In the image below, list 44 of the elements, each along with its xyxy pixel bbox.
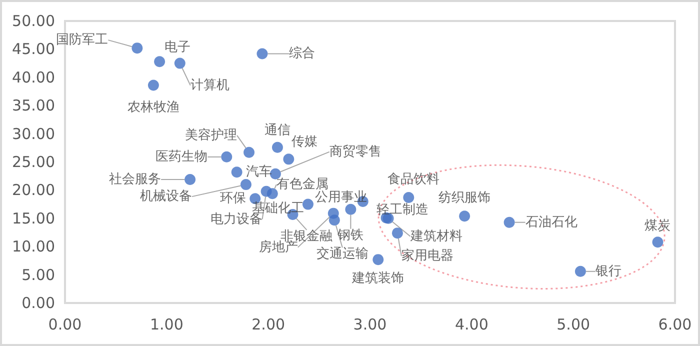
y-tick-label: 15.00 (12, 209, 55, 228)
series-label: 农林牧渔 (127, 100, 180, 115)
x-tick-label: 5.00 (556, 316, 590, 334)
text: 房地产 (258, 238, 298, 255)
series-label: 轻工制造 (376, 202, 428, 218)
text: 商贸零售 (329, 144, 382, 160)
series-label: 传媒 (292, 134, 318, 150)
y-tick-label: 35.00 (12, 96, 55, 115)
series-label: 煤炭 (644, 218, 671, 234)
series-label: 医药生物 (156, 149, 208, 164)
x-tick-label: 6.00 (658, 316, 692, 334)
y-tick-label: 0.00 (22, 294, 55, 312)
y-tick-label: 30.00 (12, 124, 55, 143)
series-label: 国防军工 (56, 32, 108, 48)
text: 交通运输 (316, 246, 368, 262)
text: 机械设备 (140, 189, 192, 204)
y-tick-label: 5.00 (22, 266, 55, 284)
series-label: 计算机 (190, 78, 230, 93)
x-tick-label: 3.00 (353, 316, 387, 334)
x-tick-label: 1.00 (150, 316, 184, 334)
y-tick-label: 20.00 (12, 181, 55, 200)
series-label: 汽车 (246, 164, 272, 180)
series-label: 电子 (164, 40, 191, 56)
series-label: 纺织服饰 (438, 190, 491, 206)
series-label: 银行 (594, 264, 622, 279)
series-label: 电力设备 (210, 212, 262, 227)
y-tick-label: 50.00 (12, 12, 55, 30)
series-label: 社会服务 (109, 172, 162, 187)
y-tick-label: 25.00 (12, 153, 55, 171)
series-label: 建筑材料 (409, 228, 462, 244)
y-tick-label: 10.00 (12, 238, 55, 256)
series-label: 食品饮料 (388, 172, 440, 188)
series-label: 美容护理 (185, 126, 238, 143)
y-tick-label: 40.00 (12, 68, 55, 86)
series-label: 建筑装饰 (351, 271, 404, 286)
series-label: 石油石化 (525, 214, 578, 230)
y-tick-label: 45.00 (12, 40, 55, 58)
x-tick-label: 2.00 (252, 316, 286, 334)
series-label: 综合 (289, 46, 316, 62)
x-tick-label: 4.00 (454, 316, 488, 334)
series-label: 家用电器 (401, 248, 454, 264)
series-label: 通信 (264, 122, 290, 138)
x-tick-label: 0.00 (48, 316, 82, 334)
series-label: 环保 (220, 191, 246, 206)
